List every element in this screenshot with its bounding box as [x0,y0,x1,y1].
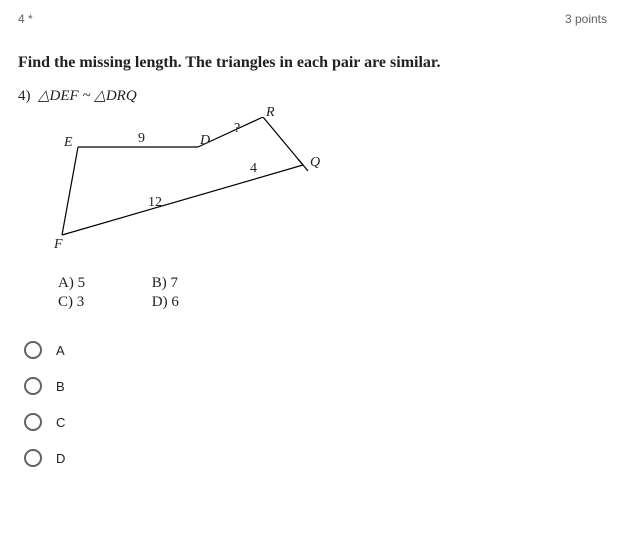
points-label: 3 points [565,12,607,26]
option-label: B [56,379,65,394]
options-list: A B C D [24,341,607,467]
vertex-D: D [200,133,210,149]
option-C[interactable]: C [24,413,607,431]
option-D[interactable]: D [24,449,607,467]
triangle-figure: E D R Q F 9 12 ? 4 [48,117,368,267]
length-unknown: ? [234,121,240,137]
question-subline: 4) △DEF ~ △DRQ [18,86,607,105]
answer-grid: A) 5 B) 7 C) 3 D) 6 [58,275,607,311]
vertex-F: F [54,237,63,253]
radio-icon [24,341,42,359]
option-A[interactable]: A [24,341,607,359]
vertex-R: R [266,105,275,121]
length-9: 9 [138,131,145,147]
radio-icon [24,449,42,467]
option-label: D [56,451,65,466]
length-12: 12 [148,195,162,211]
radio-icon [24,377,42,395]
option-label: A [56,343,65,358]
vertex-E: E [64,135,73,151]
option-B[interactable]: B [24,377,607,395]
radio-icon [24,413,42,431]
question-prompt: Find the missing length. The triangles i… [18,54,607,72]
vertex-Q: Q [310,155,320,171]
option-label: C [56,415,65,430]
question-number: 4 * [18,12,33,26]
length-4: 4 [250,161,257,177]
